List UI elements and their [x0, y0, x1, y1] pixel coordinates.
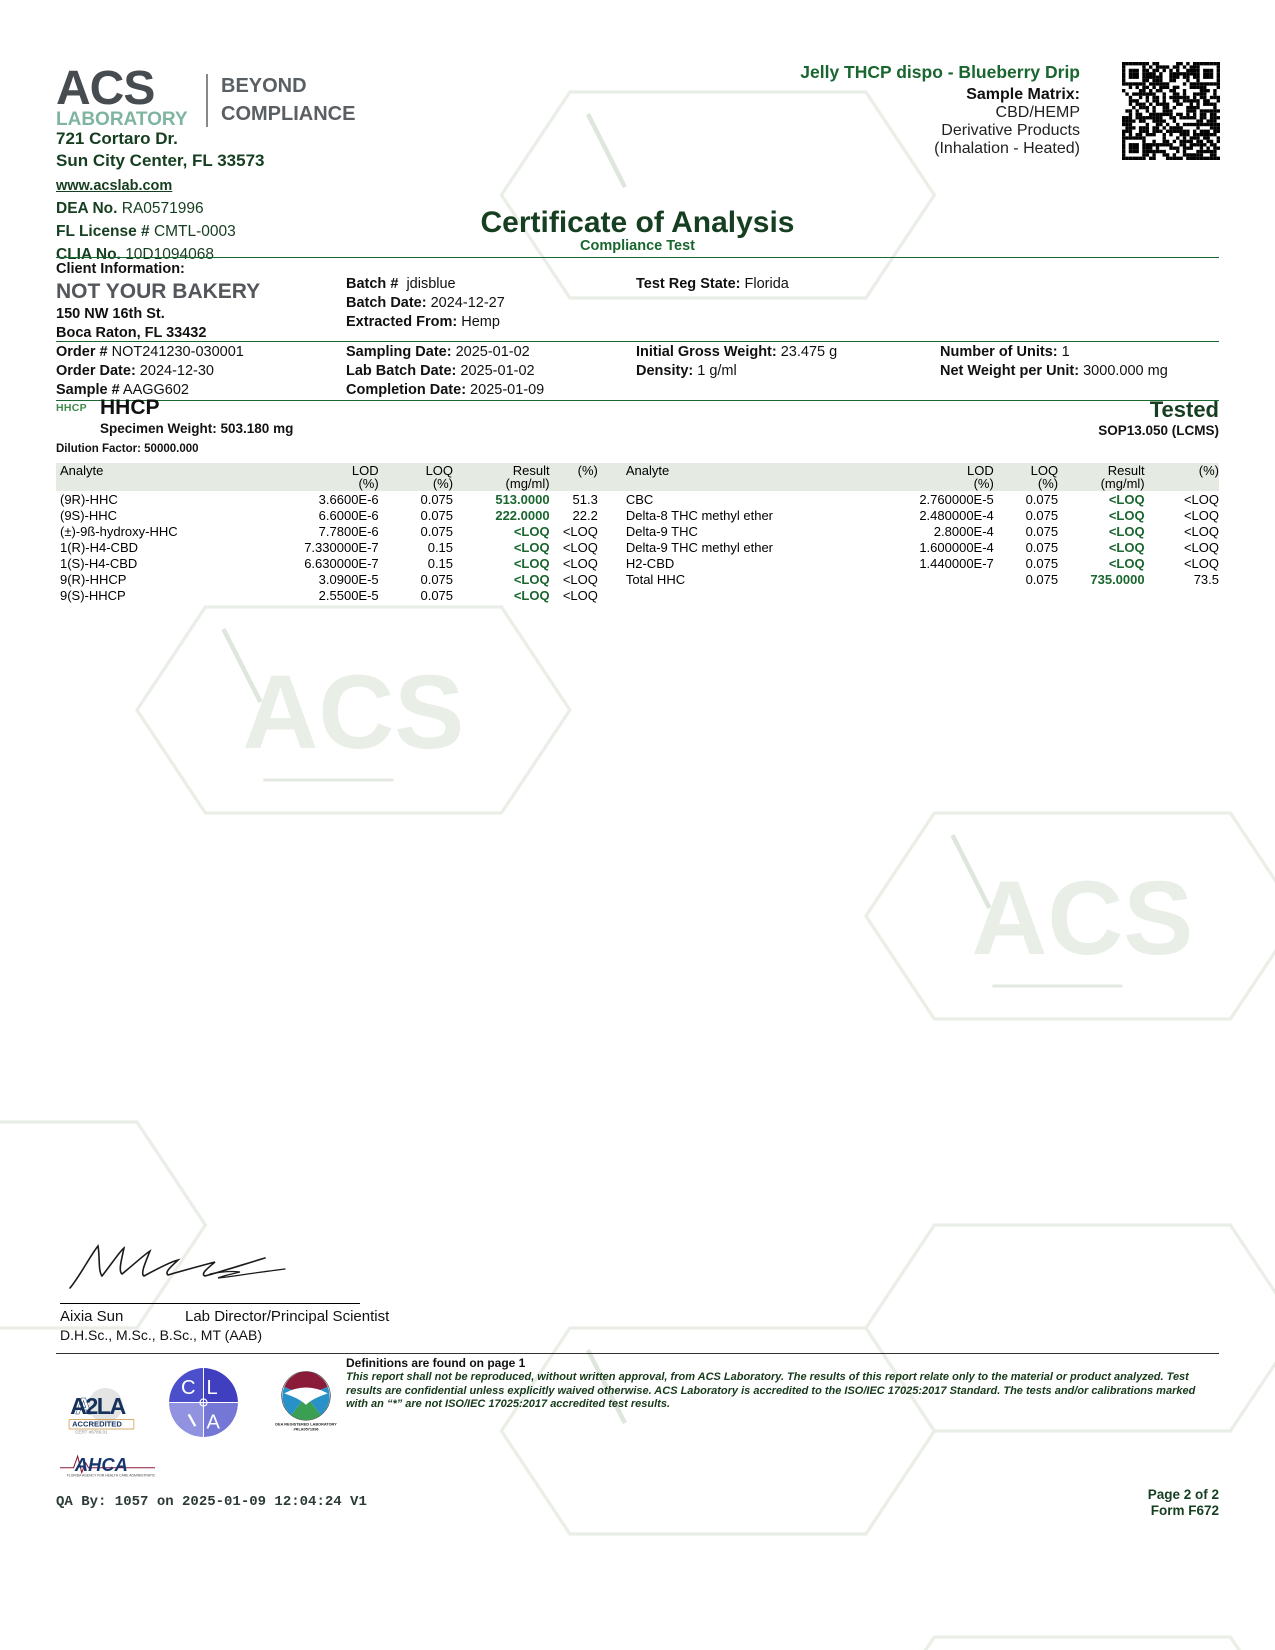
svg-text:ACCREDITED: ACCREDITED	[72, 1419, 122, 1428]
svg-text:L: L	[206, 1377, 217, 1399]
svg-text:A: A	[206, 1412, 220, 1434]
svg-text:FLORIDA AGENCY FOR HEALTH CARE: FLORIDA AGENCY FOR HEALTH CARE ADMINISTR…	[67, 1474, 155, 1477]
svg-text:AHCA: AHCA	[74, 1454, 128, 1475]
svg-text:CERT #6786.01: CERT #6786.01	[75, 1430, 108, 1435]
svg-text:C: C	[181, 1377, 196, 1399]
svg-text:DEA REGISTERED LABORATORY: DEA REGISTERED LABORATORY	[275, 1422, 337, 1426]
svg-text:A: A	[75, 1393, 92, 1419]
svg-text:LABORATORY: LABORATORY	[56, 109, 188, 130]
svg-text:#RLA0571996: #RLA0571996	[294, 1427, 319, 1431]
